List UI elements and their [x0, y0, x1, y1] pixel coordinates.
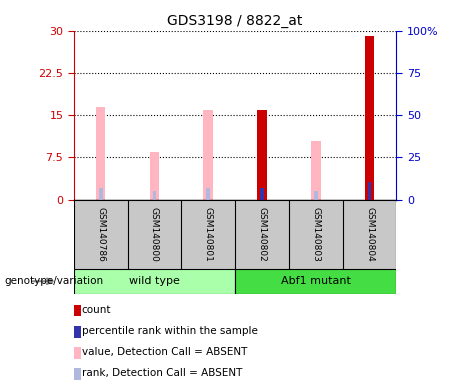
Bar [311, 141, 320, 200]
Text: GSM140800: GSM140800 [150, 207, 159, 262]
Text: GSM140786: GSM140786 [96, 207, 105, 262]
Text: genotype/variation: genotype/variation [5, 276, 104, 286]
Text: GSM140803: GSM140803 [311, 207, 320, 262]
Bar [257, 109, 267, 200]
Text: GSM140801: GSM140801 [204, 207, 213, 262]
Text: percentile rank within the sample: percentile rank within the sample [82, 326, 258, 336]
Bar [260, 189, 264, 200]
Bar [365, 36, 374, 200]
Text: value, Detection Call = ABSENT: value, Detection Call = ABSENT [82, 347, 247, 358]
Bar [74, 269, 235, 294]
Title: GDS3198 / 8822_at: GDS3198 / 8822_at [167, 14, 303, 28]
Bar [203, 109, 213, 200]
Text: count: count [82, 305, 111, 315]
Bar [96, 107, 106, 200]
Bar [368, 182, 372, 200]
Text: Abf1 mutant: Abf1 mutant [281, 276, 351, 286]
Bar [149, 152, 159, 200]
Bar [235, 269, 396, 294]
Bar [314, 191, 318, 200]
Bar [153, 191, 156, 200]
Text: GSM140802: GSM140802 [258, 207, 266, 262]
Bar [99, 189, 102, 200]
Text: wild type: wild type [129, 276, 180, 286]
Bar [207, 189, 210, 200]
Text: rank, Detection Call = ABSENT: rank, Detection Call = ABSENT [82, 368, 242, 379]
Text: GSM140804: GSM140804 [365, 207, 374, 262]
